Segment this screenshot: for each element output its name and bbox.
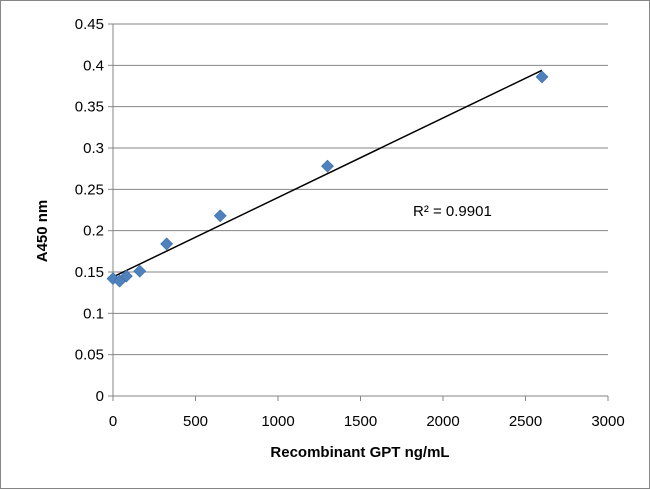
y-tick-label: 0.3 (83, 140, 104, 157)
data-points (106, 70, 549, 288)
y-tick-label: 0.45 (75, 16, 104, 33)
x-tick-label: 2500 (509, 413, 542, 430)
x-tick-label: 500 (183, 413, 208, 430)
data-point (535, 70, 549, 84)
y-tick-label: 0.25 (75, 181, 104, 198)
x-axis-ticks: 0 500 1000 1500 2000 2500 3000 (109, 396, 625, 430)
data-point (160, 237, 174, 251)
y-tick-label: 0.1 (83, 305, 104, 322)
x-tick-label: 1500 (344, 413, 377, 430)
y-tick-label: 0.2 (83, 223, 104, 240)
y-axis-title: A450 nm (34, 200, 51, 263)
data-point (119, 269, 133, 283)
y-tick-label: 0.05 (75, 347, 104, 364)
gridlines (113, 23, 608, 356)
data-point (133, 264, 147, 278)
x-tick-label: 0 (109, 413, 117, 430)
y-tick-label: 0.15 (75, 264, 104, 281)
y-axis-ticks: 0 0.05 0.1 0.15 0.2 0.25 0.3 0.35 0.4 0.45 (75, 16, 113, 405)
y-tick-label: 0 (96, 388, 104, 405)
x-tick-label: 3000 (591, 413, 624, 430)
trendline (112, 69, 543, 278)
y-tick-label: 0.4 (83, 57, 104, 74)
data-point (213, 209, 227, 223)
x-tick-label: 1000 (261, 413, 294, 430)
r-squared-annotation: R² = 0.9901 (413, 203, 492, 220)
data-point (321, 159, 334, 173)
x-axis-title: Recombinant GPT ng/mL (270, 444, 449, 461)
x-tick-label: 2000 (426, 413, 459, 430)
y-tick-label: 0.35 (75, 99, 104, 116)
